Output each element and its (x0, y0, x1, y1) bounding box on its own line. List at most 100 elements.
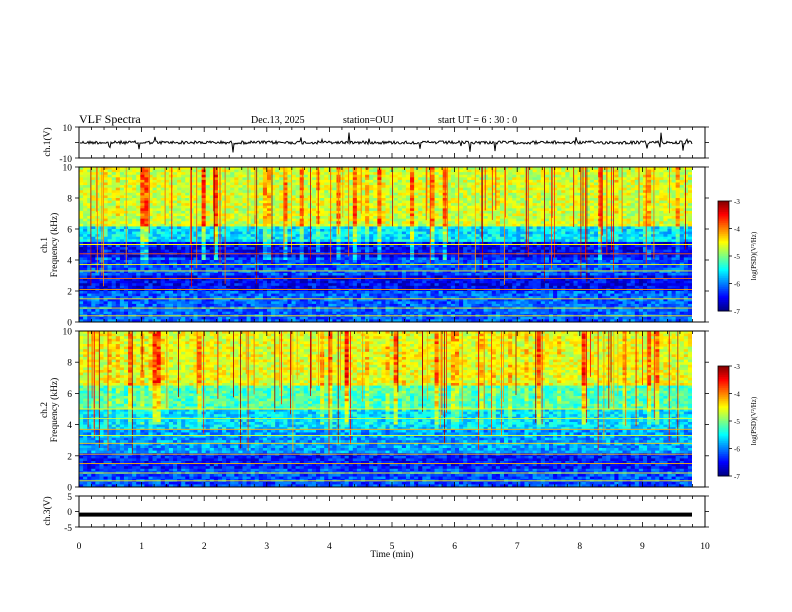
ch1-spec-cell (332, 193, 336, 196)
ch1-spec-cell (639, 201, 643, 204)
ch1-spec-cell (418, 216, 422, 219)
ch1-spec-cell (332, 224, 336, 227)
ch1-spec-cell (324, 224, 328, 227)
ch1-spec-cell (247, 177, 251, 180)
ch1-spec-cell (91, 201, 95, 204)
ch1-spec-cell (663, 226, 667, 229)
ch1-spec-cell (663, 198, 667, 201)
ch1-spec-cell (242, 185, 246, 188)
ch1-spec-cell (614, 170, 618, 173)
ch1-spec-cell (435, 219, 439, 222)
ch1-spec-cell (185, 219, 189, 222)
ch1-spec-cell (659, 224, 663, 227)
ch1-spec-cell (451, 180, 455, 183)
ch1-spec-cell (578, 190, 582, 193)
ch1-spec-cell (439, 193, 443, 196)
ch1-spec-cell (242, 177, 246, 180)
ch1-spec-cell (104, 232, 108, 235)
ch1-spec-cell (578, 195, 582, 198)
ch1-spec-cell (308, 211, 312, 214)
ch1-spec-cell (573, 216, 577, 219)
ch1-spec-cell (316, 226, 320, 229)
ch1-spec-cell (529, 214, 533, 217)
ch1-spec-cell (79, 232, 83, 235)
ch1-spec-cell (655, 206, 659, 209)
ch1-spec-cell (578, 175, 582, 178)
ch1-spec-cell (140, 198, 144, 201)
ch1-spec-cell (238, 185, 242, 188)
ch1-spec-cell (128, 203, 132, 206)
ch1-spec-cell (565, 170, 569, 173)
ch1-spec-cell (475, 221, 479, 224)
ch1-spec-cell (553, 219, 557, 222)
ch1-spec-cell (369, 226, 373, 229)
ch1-spec-cell (91, 247, 95, 250)
ch1-spec-cell (198, 229, 202, 232)
ch1-spec-cell (91, 175, 95, 178)
ch1-spec-cell (144, 198, 148, 201)
ch1-spec-cell (475, 170, 479, 173)
ch1-spec-cell (443, 229, 447, 232)
ch1-spec-cell (157, 211, 161, 214)
ch1-spec-cell (500, 247, 504, 250)
ch1-spec-cell (602, 206, 606, 209)
ch1-spec-cell (267, 211, 271, 214)
ch1-spec-cell (120, 170, 124, 173)
ch1-spec-cell (292, 172, 296, 175)
ch1-spec-cell (369, 234, 373, 237)
ch1-spec-cell (153, 216, 157, 219)
ch1-spec-cell (292, 177, 296, 180)
ch1-spec-cell (206, 237, 210, 240)
ch1-spec-cell (659, 180, 663, 183)
ch1-spec-cell (128, 221, 132, 224)
ch1-spec-cell (406, 211, 410, 214)
ch1-spec-cell (643, 170, 647, 173)
ch1-spec-cell (390, 229, 394, 232)
ch1-spec-cell (529, 172, 533, 175)
ch1-spec-cell (500, 203, 504, 206)
ch1-spec-cell (663, 219, 667, 222)
ch1-spec-cell (386, 250, 390, 253)
ch1-spec-cell (651, 216, 655, 219)
ch1-spec-cell (181, 229, 185, 232)
ch1-spec-cell (132, 183, 136, 186)
ch1-spec-cell (537, 172, 541, 175)
ch1-spec-cell (369, 216, 373, 219)
ch1-spec-cell (573, 175, 577, 178)
ch1-spec-cell (386, 188, 390, 191)
ch1-spec-cell (386, 234, 390, 237)
ch1-spec-cell (91, 195, 95, 198)
ch1-spec-cell (451, 198, 455, 201)
ch1-spec-cell (492, 224, 496, 227)
ch1-spec-cell (136, 208, 140, 211)
ch1-spec-cell (475, 172, 479, 175)
ch1-spec-cell (647, 239, 651, 242)
ch1-spec-cell (614, 239, 618, 242)
ch1-spec-cell (202, 237, 206, 240)
ch1-spec-cell (418, 247, 422, 250)
ch1-spec-cell (238, 237, 242, 240)
ch1-spec-cell (336, 247, 340, 250)
ch1-spec-cell (663, 247, 667, 250)
ch1-spec-cell (430, 237, 434, 240)
ch1-spec-cell (365, 221, 369, 224)
ch1-spec-cell (136, 214, 140, 217)
ch1-spec-cell (226, 221, 230, 224)
ch1-spec-cell (598, 237, 602, 240)
ch1-spec-cell (520, 170, 524, 173)
ch1-spec-cell (533, 221, 537, 224)
ch1-spec-cell (83, 219, 87, 222)
ch1-spec-cell (594, 208, 598, 211)
ch1-spec-cell (365, 247, 369, 250)
ch1-spec-cell (430, 247, 434, 250)
ch1-spec-cell (516, 247, 520, 250)
ch1-spec-cell (349, 190, 353, 193)
ch1-spec-cell (181, 203, 185, 206)
ch1-spec-cell (292, 211, 296, 214)
ch1-spec-cell (140, 185, 144, 188)
ch1-spec-cell (251, 211, 255, 214)
ch1-spec-cell (238, 170, 242, 173)
ch1-spec-cell (684, 232, 688, 235)
ch1-spec-cell (610, 232, 614, 235)
ch1-spec-cell (292, 214, 296, 217)
